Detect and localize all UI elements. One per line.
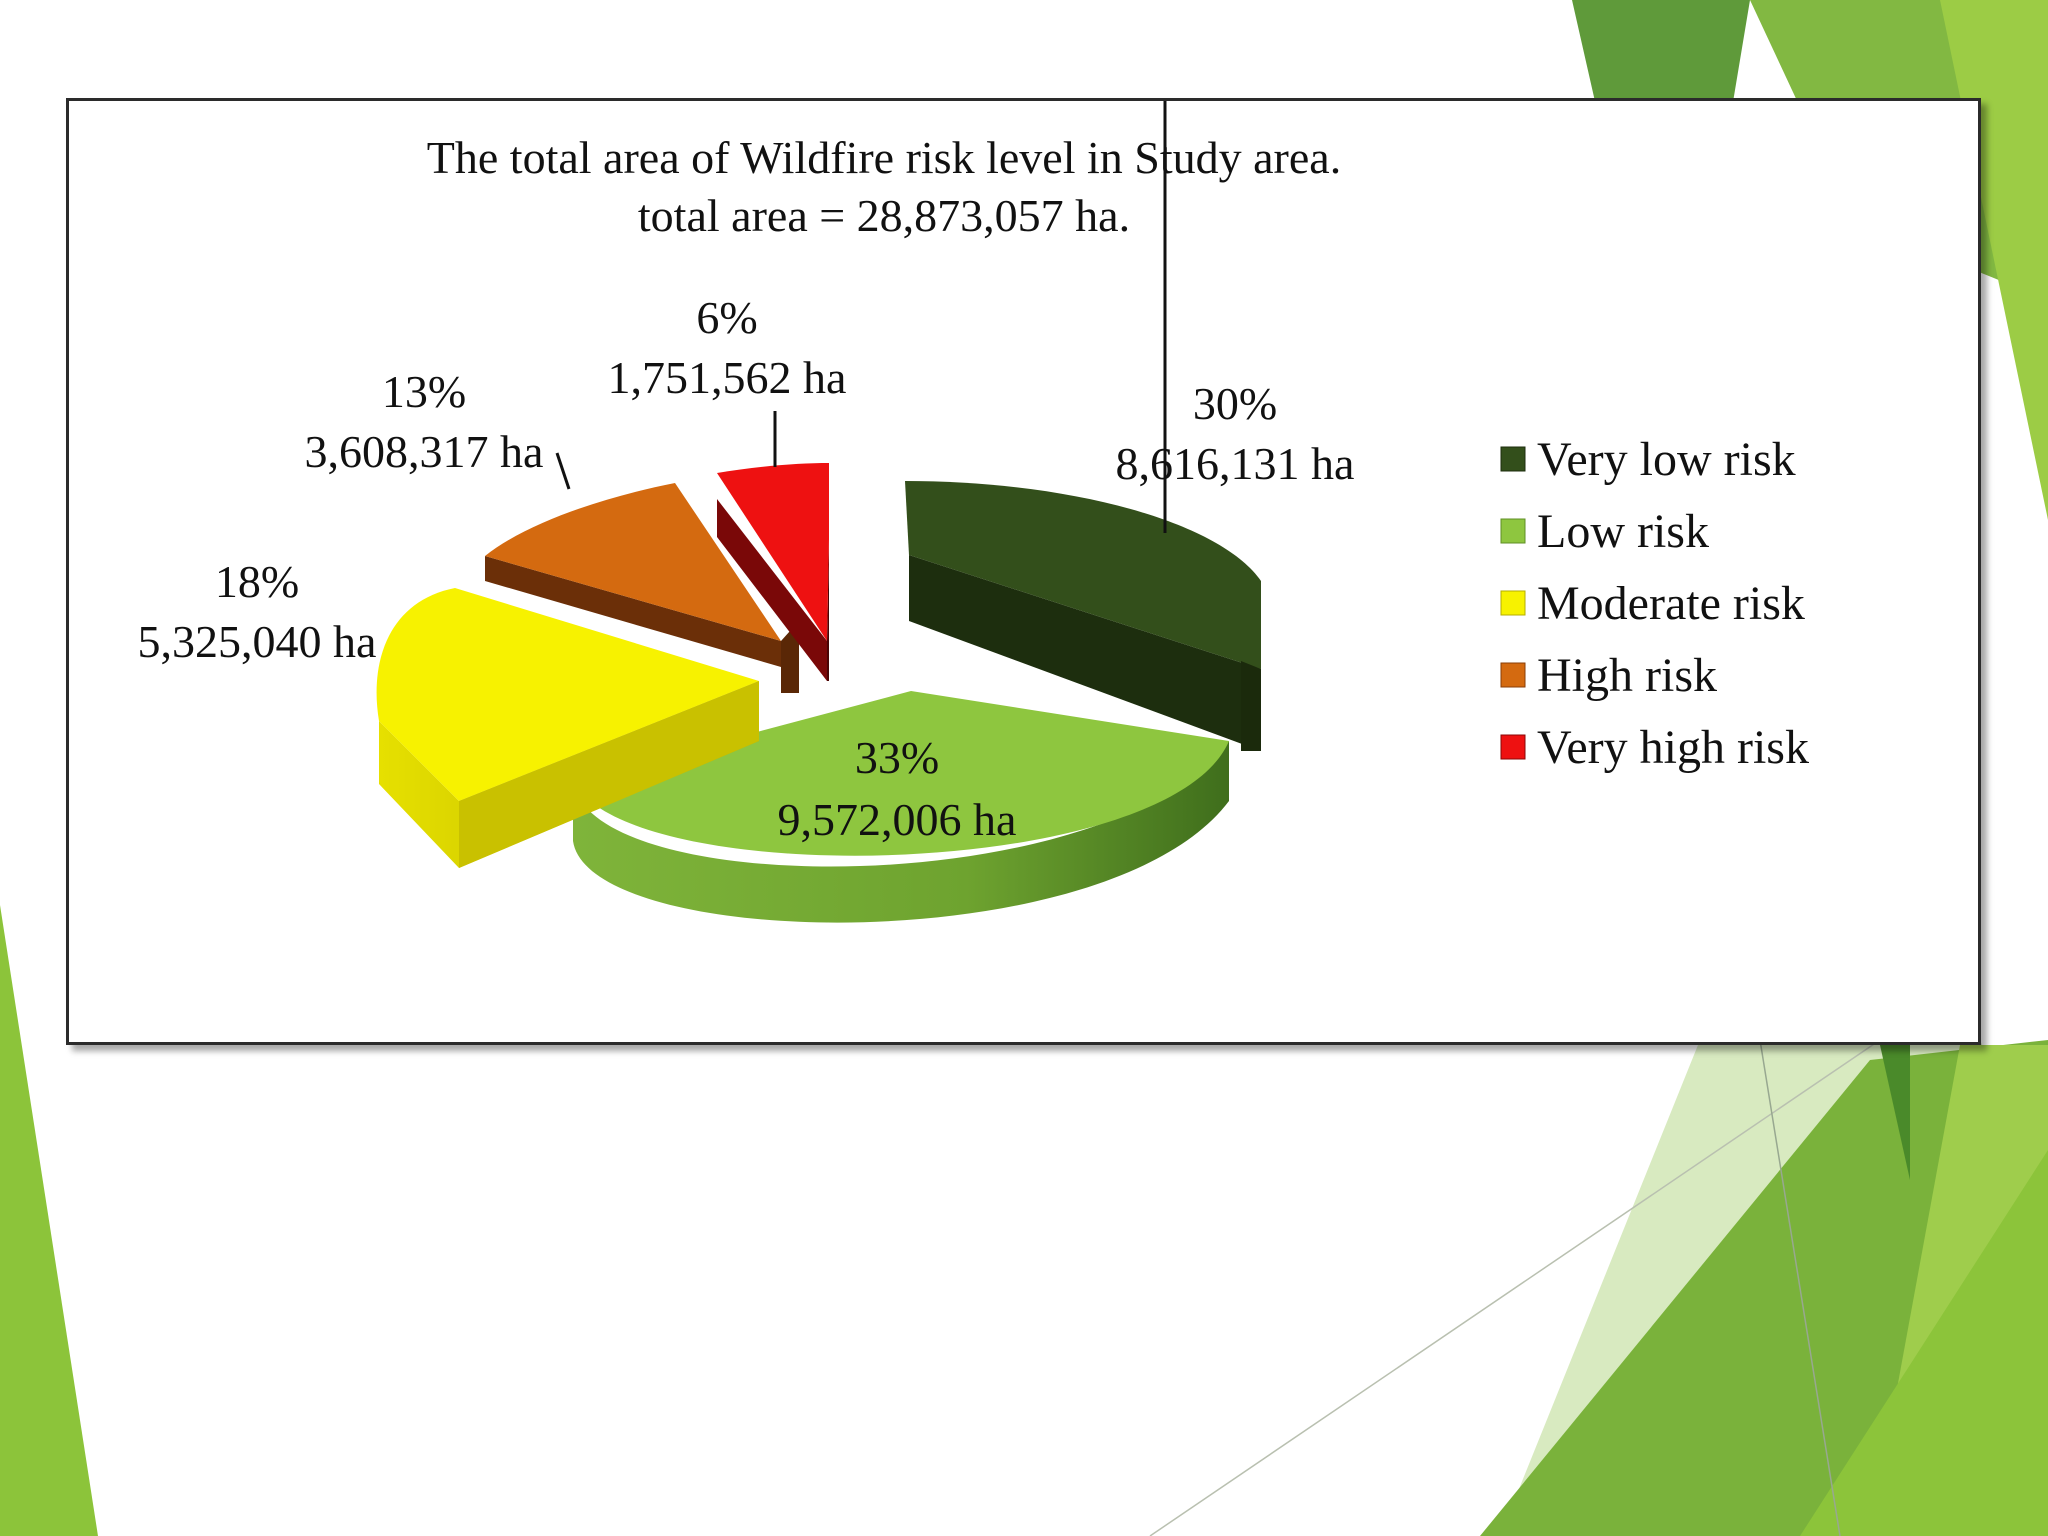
left-green-shape (0, 905, 98, 1536)
legend-label-very-high-risk: Very high risk (1537, 721, 1809, 774)
label-high-risk-value: 3,608,317 ha (305, 426, 544, 477)
label-high-risk-percent: 13% (382, 366, 466, 417)
slice-very-low-risk-top (905, 481, 1261, 669)
label-very-low-risk-percent: 30% (1193, 378, 1277, 429)
slice-low-risk-top (573, 691, 1229, 856)
bottom-right-dark-green-shape (1880, 1045, 1910, 1180)
thin-diagonal-line-2 (1759, 1039, 1841, 1536)
legend-swatch-low-risk (1500, 518, 1526, 544)
legend-label-moderate-risk: Moderate risk (1537, 577, 1805, 630)
slice-very-high-risk (717, 463, 829, 681)
legend-label-very-low-risk: Very low risk (1537, 433, 1796, 486)
label-moderate-risk-percent: 18% (215, 556, 299, 607)
chart-subtitle: total area = 28,873,057 ha. (638, 190, 1130, 241)
slice-very-low-risk (905, 481, 1261, 751)
leader-high-risk (555, 452, 571, 490)
label-very-high-risk-value: 1,751,562 ha (608, 352, 847, 403)
slice-very-high-risk-top (717, 463, 829, 641)
legend-swatch-very-high-risk (1500, 734, 1526, 760)
slice-low-risk-side (573, 741, 1229, 923)
bottom-right-lime-shape (1800, 1150, 2048, 1536)
slice-high-risk (485, 483, 799, 693)
label-very-high-risk-percent: 6% (696, 292, 757, 343)
label-very-low-risk-value: 8,616,131 ha (1116, 438, 1355, 489)
legend-swatch-very-low-risk (1500, 446, 1526, 472)
legend: Very low risk Low risk Moderate risk Hig… (1500, 433, 1809, 774)
pie-chart: The total area of Wildfire risk level in… (138, 101, 1809, 923)
slice-low-risk (573, 691, 1229, 923)
slice-high-risk-top (485, 483, 781, 641)
label-low-risk-percent: 33% (855, 732, 939, 783)
legend-swatch-high-risk (1500, 662, 1526, 688)
slice-moderate-risk-front (459, 681, 759, 868)
slice-high-risk-side (485, 556, 781, 667)
slice-very-low-risk-side (909, 555, 1261, 751)
chart-frame: The total area of Wildfire risk level in… (66, 98, 1981, 1045)
thin-diagonal-line (1149, 1039, 1881, 1536)
slice-very-low-risk-rim (1241, 661, 1261, 751)
label-moderate-risk-value: 5,325,040 ha (138, 616, 377, 667)
slice-moderate-risk (376, 588, 759, 868)
slice-moderate-risk-top (376, 588, 759, 801)
slice-very-high-risk-side (717, 499, 827, 681)
legend-swatch-moderate-risk (1500, 590, 1526, 616)
slice-high-risk-side-right (781, 621, 799, 693)
legend-label-low-risk: Low risk (1537, 505, 1709, 558)
chart-title: The total area of Wildfire risk level in… (427, 132, 1341, 183)
slice-very-high-risk-side-right (827, 539, 829, 681)
label-low-risk-value: 9,572,006 ha (778, 794, 1017, 845)
legend-label-high-risk: High risk (1537, 649, 1717, 702)
